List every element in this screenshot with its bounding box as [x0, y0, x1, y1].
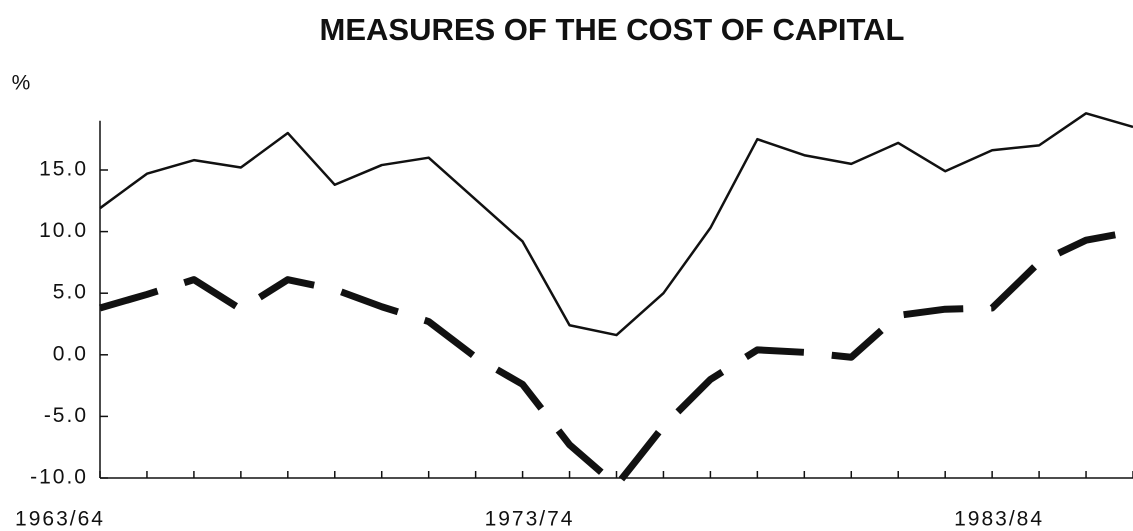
- y-tick-label: 10.0: [39, 219, 88, 242]
- x-tick-label: 1963/64: [15, 508, 105, 531]
- y-tick-label: -5.0: [44, 404, 88, 427]
- y-tick-label: 15.0: [39, 158, 88, 181]
- x-tick-label: 1973/74: [485, 508, 575, 531]
- series-line: [99, 112, 1133, 337]
- y-tick-label: 0.0: [53, 342, 88, 365]
- chart-title: MEASURES OF THE COST OF CAPITAL: [320, 12, 905, 47]
- y-axis-label: %: [12, 72, 33, 95]
- x-tick-label: 1983/84: [954, 508, 1044, 531]
- series-line: [99, 228, 1133, 489]
- y-tick-label: 5.0: [53, 281, 88, 304]
- y-tick-label: -10.0: [30, 466, 88, 489]
